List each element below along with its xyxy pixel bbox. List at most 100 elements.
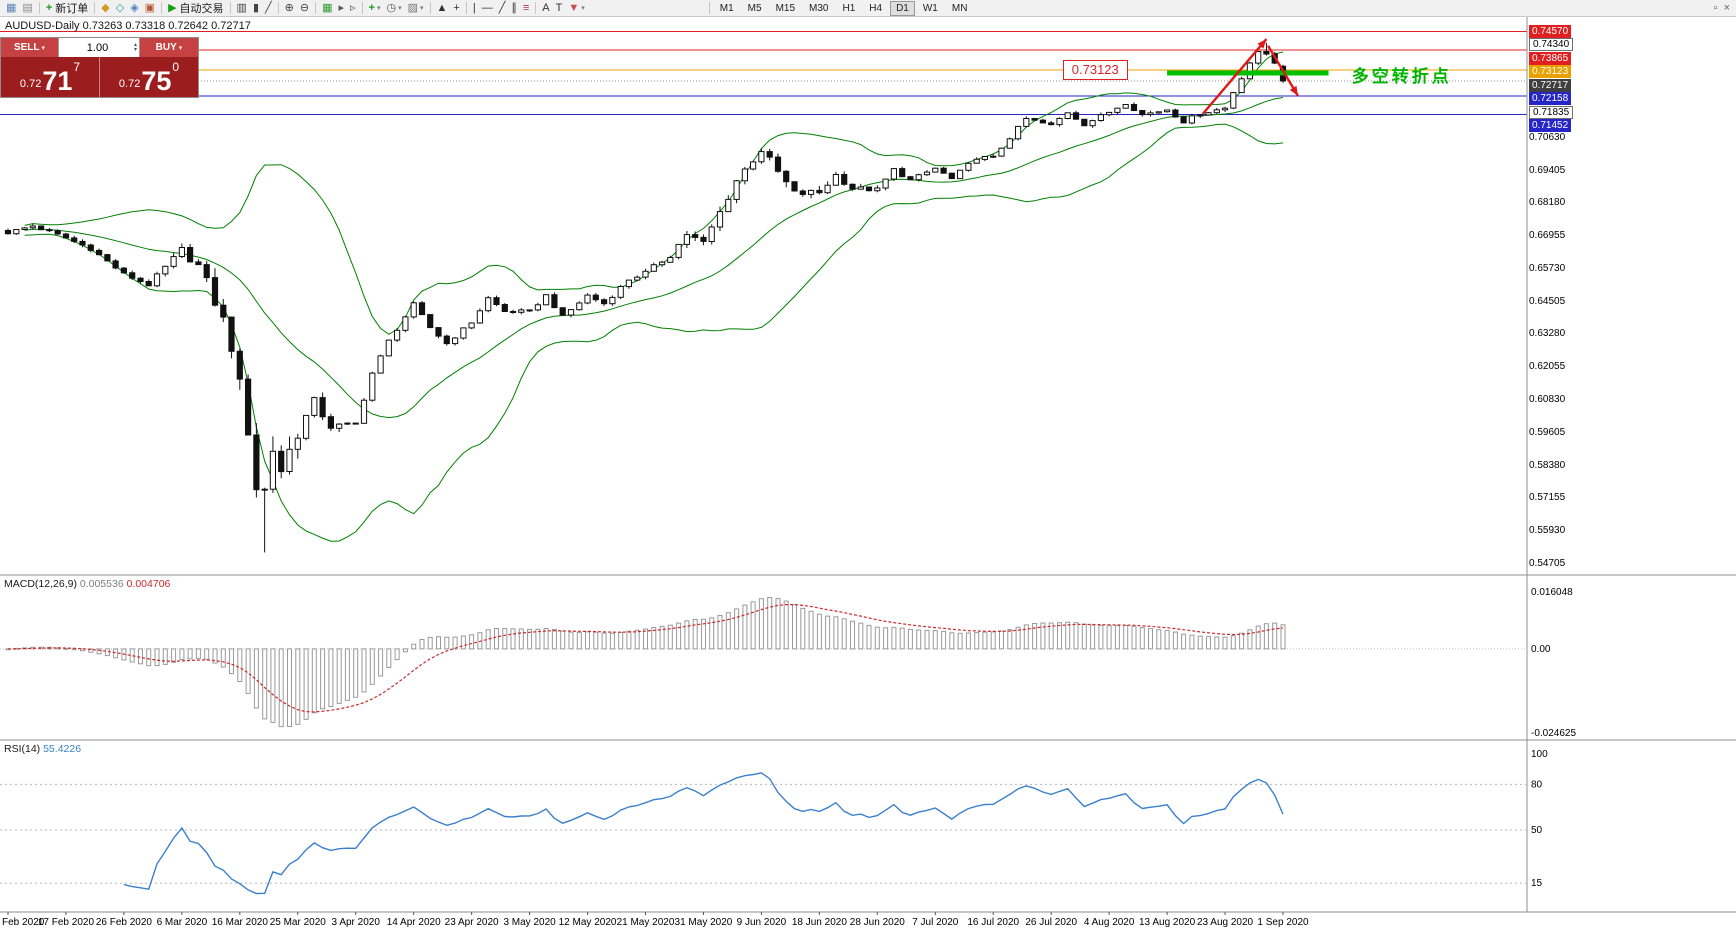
text-tool-button[interactable]: A xyxy=(539,1,552,16)
vertical-line-button[interactable]: | xyxy=(470,1,479,16)
volume-field[interactable]: 1.00 ▴ ▾ xyxy=(58,38,140,57)
chart-shift-button[interactable]: ▹ xyxy=(347,1,359,16)
price-tick-0.63280: 0.63280 xyxy=(1529,328,1566,340)
new-order-icon: + xyxy=(45,1,53,14)
trend-arrow-up[interactable] xyxy=(1201,38,1268,115)
date-label: 9 Jun 2020 xyxy=(737,917,787,928)
close-window-icon: × xyxy=(1723,1,1730,14)
toolbar-separator xyxy=(535,2,537,14)
bar-chart-mode-button[interactable]: ▥ xyxy=(234,1,250,16)
timeframe-w1-button[interactable]: W1 xyxy=(917,1,944,16)
trade-panel-controls: SELL ▾ 1.00 ▴ ▾ BUY ▾ xyxy=(1,38,198,57)
timeframe-m5-button[interactable]: M5 xyxy=(742,1,768,16)
price-level-label-0.74570: 0.74570 xyxy=(1529,24,1572,38)
sell-button[interactable]: SELL ▾ xyxy=(1,38,58,57)
buy-price-button[interactable]: 0.72 75 0 xyxy=(99,57,198,97)
fibonacci-retracement-button[interactable]: ≡ xyxy=(520,1,532,16)
toolbar-separator xyxy=(708,2,710,14)
zoom-in-button[interactable]: ⊕ xyxy=(282,1,297,16)
date-label: 14 Apr 2020 xyxy=(387,917,441,928)
market-watch-icon: ◆ xyxy=(101,1,110,14)
autotrading-label: 自动交易 xyxy=(179,3,224,15)
new-order-button[interactable]: + 新订单 xyxy=(43,1,91,16)
date-label: 3 Apr 2020 xyxy=(332,917,381,928)
indicators-icon: + xyxy=(368,1,375,14)
arrows-tool-button[interactable]: ▼ ▾ xyxy=(565,1,587,16)
buy-button[interactable]: BUY ▾ xyxy=(140,38,198,57)
terminal-icon: ▣ xyxy=(144,1,156,14)
indicators-button[interactable]: + ▾ xyxy=(366,1,384,16)
date-label: 18 Jun 2020 xyxy=(792,917,847,928)
timeframe-h1-button[interactable]: H1 xyxy=(836,1,861,16)
trade-panel-prices: 0.72 71 7 0.72 75 0 xyxy=(1,57,198,97)
chart-window: 0.016048 0.00 -0.024625 MACD(12,26,9) 0.005… xyxy=(0,17,1736,942)
close-window-button[interactable]: × xyxy=(1721,1,1733,16)
horizontal-line-button[interactable]: — xyxy=(479,1,496,16)
new-chart-icon: ▦ xyxy=(6,1,17,14)
zoom-out-button[interactable]: ⊖ xyxy=(297,1,312,16)
tile-windows-icon: ▦ xyxy=(322,1,333,14)
volume-stepper[interactable]: ▴ ▾ xyxy=(133,41,137,53)
timeframe-d1-button[interactable]: D1 xyxy=(890,0,915,16)
market-watch-button[interactable]: ◆ xyxy=(98,1,112,16)
sell-options-caret-icon: ▾ xyxy=(41,44,46,52)
timeframe-m1-button[interactable]: M1 xyxy=(714,1,740,16)
autotrading-button[interactable]: ▶ 自动交易 xyxy=(165,1,226,16)
restore-window-button[interactable]: ▫ xyxy=(1711,1,1721,16)
date-label: 23 Apr 2020 xyxy=(445,917,499,928)
bar-chart-mode-icon: ▥ xyxy=(236,1,247,14)
auto-scroll-button[interactable]: ▸ xyxy=(335,1,347,16)
sell-price-base: 0.72 xyxy=(19,78,42,90)
candlestick-mode-button[interactable]: ▮ xyxy=(250,1,262,16)
templates-button[interactable]: ▨ ▾ xyxy=(405,1,427,16)
stepper-up-icon[interactable]: ▴ xyxy=(133,41,137,48)
dropdown-caret-icon: ▾ xyxy=(398,5,402,12)
price-level-label-0.71452: 0.71452 xyxy=(1529,119,1572,133)
trendline-button[interactable]: ╱ xyxy=(496,1,509,16)
rsi-axis-15: 15 xyxy=(1531,878,1543,889)
buy-options-caret-icon: ▾ xyxy=(178,44,183,52)
trendline-icon: ╱ xyxy=(498,1,506,14)
equidistant-channel-button[interactable]: ∥ xyxy=(508,1,520,16)
date-label: 25 Mar 2020 xyxy=(270,917,327,928)
trend-arrow-down[interactable] xyxy=(1267,45,1299,97)
toolbar-separator xyxy=(361,2,363,14)
chart-canvas: 0.016048 0.00 -0.024625 MACD(12,26,9) 0.005… xyxy=(0,17,1736,928)
crosshair-button[interactable]: + xyxy=(450,1,462,16)
turning-point-annotation[interactable]: 多空转折点 xyxy=(1351,66,1452,86)
crosshair-icon: + xyxy=(453,1,460,14)
timeframe-mn-button[interactable]: MN xyxy=(946,1,974,16)
price-callout-label[interactable]: 0.73123 xyxy=(1062,60,1128,81)
price-level-label-0.72158: 0.72158 xyxy=(1529,92,1572,106)
toolbar-separator xyxy=(277,2,279,14)
buy-price-pips: 75 xyxy=(141,66,172,96)
timeframe-m30-button[interactable]: M30 xyxy=(803,1,834,16)
new-chart-button[interactable]: ▦ xyxy=(3,1,19,16)
toolbar-separator xyxy=(429,2,431,14)
data-window-button[interactable]: ◇ xyxy=(113,1,127,16)
fibonacci-retracement-icon: ≡ xyxy=(522,1,530,14)
stepper-down-icon[interactable]: ▾ xyxy=(133,46,137,53)
date-label: 31 May 2020 xyxy=(675,917,733,928)
price-level-label-0.73123: 0.73123 xyxy=(1529,65,1572,79)
rsi-axis-50: 50 xyxy=(1531,825,1543,836)
date-label: 3 May 2020 xyxy=(503,917,556,928)
toolbar-separator xyxy=(315,2,317,14)
cursor-button[interactable]: ▲ xyxy=(434,1,451,16)
navigator-button[interactable]: ◈ xyxy=(127,1,141,16)
periods-button[interactable]: ◷ ▾ xyxy=(383,1,404,16)
buy-button-label: BUY xyxy=(155,42,177,53)
terminal-button[interactable]: ▣ xyxy=(142,1,158,16)
chart-profiles-button[interactable]: ▤ xyxy=(19,1,35,16)
date-label: 1 Sep 2020 xyxy=(1257,917,1309,928)
label-tool-button[interactable]: T xyxy=(553,1,566,16)
timeframe-h4-button[interactable]: H4 xyxy=(863,1,888,16)
restore-window-icon: ▫ xyxy=(1713,1,1718,14)
timeframe-m15-button[interactable]: M15 xyxy=(770,1,801,16)
sell-price-button[interactable]: 0.72 71 7 xyxy=(1,57,99,97)
toolbar-separator xyxy=(229,2,231,14)
macd-axis-min: -0.024625 xyxy=(1531,728,1576,739)
line-chart-mode-button[interactable]: ╱ xyxy=(262,1,275,16)
tile-windows-button[interactable]: ▦ xyxy=(319,1,335,16)
